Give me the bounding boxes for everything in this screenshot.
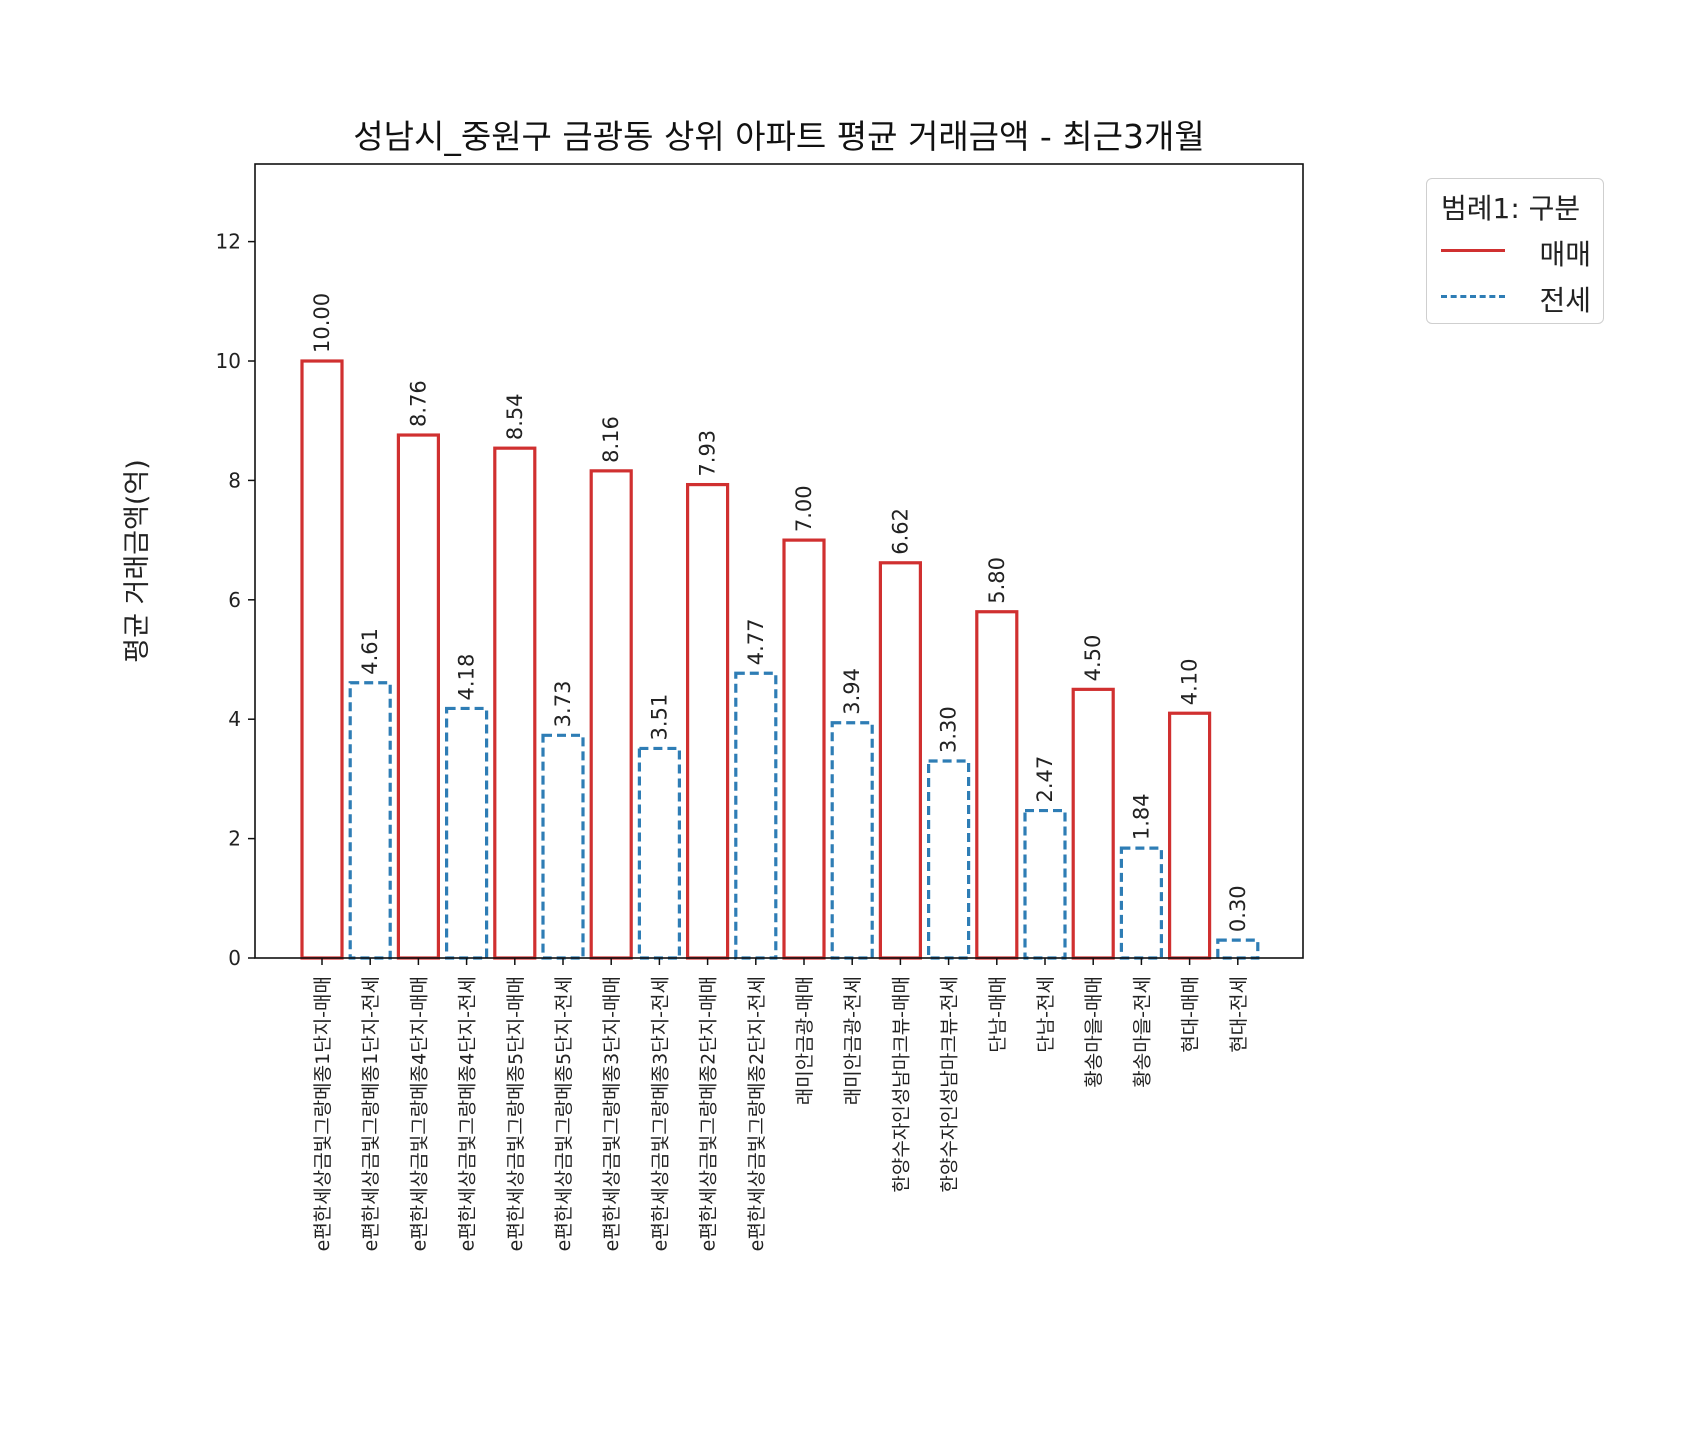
bar-value-label: 2.47 <box>1033 756 1057 803</box>
legend-title: 범례1: 구분 <box>1441 192 1581 225</box>
legend-entry-jeonse: 전세 <box>1441 277 1591 317</box>
y-tick-label: 10 <box>216 349 241 373</box>
bar-value-label: 10.00 <box>310 293 334 353</box>
bar-jeonse <box>830 721 874 960</box>
x-category-label: 래미안금광-매매 <box>794 976 816 1105</box>
y-tick-label: 2 <box>228 827 241 851</box>
bar-value-label: 8.76 <box>406 380 430 427</box>
bar-sale <box>1071 687 1115 960</box>
bar-value-label: 4.77 <box>744 618 768 665</box>
x-category-label: 황송마을-매매 <box>1083 976 1105 1088</box>
x-category-label: 래미안금광-전세 <box>842 976 864 1105</box>
bar-value-label: 5.80 <box>985 557 1009 604</box>
bar-sale <box>685 482 730 960</box>
bar-value-label: 8.16 <box>599 416 623 463</box>
plot-frame <box>254 163 1304 959</box>
bar-jeonse <box>734 671 778 960</box>
y-tick-label: 4 <box>228 707 241 731</box>
x-category-label: 한양수자인성남마크뷰-매매 <box>890 976 912 1193</box>
bar-sale <box>975 610 1019 960</box>
bar-value-label: 4.61 <box>358 628 382 675</box>
x-category-label: 단남-전세 <box>1035 976 1057 1053</box>
y-tick-label: 6 <box>228 588 241 612</box>
bar-value-label: 4.50 <box>1081 635 1105 682</box>
bar-value-label: 1.84 <box>1129 793 1153 840</box>
x-category-label: e편한세상금빛그랑메종3단지-전세 <box>649 976 671 1251</box>
x-category-label: 한양수자인성남마크뷰-전세 <box>939 976 961 1193</box>
x-category-label: e편한세상금빛그랑메종1단지-매매 <box>312 976 334 1251</box>
legend: 범례1: 구분 매매 전세 <box>1426 178 1604 324</box>
bar-sale <box>493 446 537 960</box>
bar-jeonse <box>1216 938 1260 960</box>
bar-value-label: 8.54 <box>503 393 527 440</box>
bar-sale <box>300 359 344 960</box>
x-category-label: e편한세상금빛그랑메종4단지-전세 <box>457 976 479 1251</box>
x-category-label: e편한세상금빛그랑메종1단지-전세 <box>360 976 382 1251</box>
bar-sale <box>878 561 923 960</box>
x-category-label: e편한세상금빛그랑메종2단지-매매 <box>698 976 720 1251</box>
bar-value-label: 3.51 <box>647 694 671 741</box>
x-category-label: e편한세상금빛그랑메종3단지-매매 <box>601 976 623 1251</box>
bar-sale <box>396 433 440 960</box>
y-axis-label: 평균 거래금액(억) <box>122 459 153 663</box>
bar-value-label: 7.00 <box>792 485 816 532</box>
bar-sale <box>782 538 826 960</box>
chart-title: 성남시_중원구 금광동 상위 아파트 평균 거래금액 - 최근3개월 <box>353 117 1204 156</box>
bar-value-label: 3.30 <box>937 706 961 753</box>
bar-sale <box>589 469 633 960</box>
bar-jeonse <box>445 706 489 960</box>
bar-value-label: 6.62 <box>888 508 912 555</box>
bar-value-label: 3.94 <box>840 668 864 715</box>
x-category-label: e편한세상금빛그랑메종5단지-매매 <box>505 976 527 1251</box>
x-category-label: 현대-전세 <box>1228 976 1250 1053</box>
bar-jeonse <box>1119 846 1164 960</box>
bar-value-label: 3.73 <box>551 681 575 728</box>
x-category-label: e편한세상금빛그랑메종2단지-전세 <box>746 976 768 1251</box>
x-category-label: e편한세상금빛그랑메종4단지-매매 <box>408 976 430 1251</box>
legend-label-sale: 매매 <box>1539 238 1591 271</box>
x-category-label: 황송마을-전세 <box>1131 976 1153 1088</box>
y-tick-label: 0 <box>228 946 241 970</box>
legend-swatch-jeonse <box>1441 295 1505 298</box>
x-category-label: e편한세상금빛그랑메종5단지-전세 <box>553 976 575 1251</box>
legend-swatch-sale <box>1441 249 1505 252</box>
x-axis: e편한세상금빛그랑메종1단지-매매 e편한세상금빛그랑메종1단지-전세 e편한세상금… <box>312 958 1250 1251</box>
bar-sale <box>1167 711 1212 960</box>
bars: 10.00 4.61 8.76 4.18 8.54 3.73 8.16 3.51 7.93 4.7… <box>300 293 1260 960</box>
x-category-label: 현대-매매 <box>1180 976 1202 1053</box>
y-axis: 0 2 4 6 8 10 12 <box>216 230 255 970</box>
bar-jeonse <box>637 746 682 960</box>
bar-value-label: 7.93 <box>696 430 720 477</box>
bar-value-label: 4.18 <box>455 654 479 701</box>
bar-jeonse <box>1023 808 1067 960</box>
legend-entry-sale: 매매 <box>1441 231 1591 271</box>
y-tick-label: 12 <box>216 230 241 254</box>
x-category-label: 단남-매매 <box>987 976 1009 1053</box>
bar-value-label: 4.10 <box>1178 658 1202 705</box>
bar-value-label: 0.30 <box>1226 885 1250 932</box>
bar-jeonse <box>348 681 392 960</box>
legend-label-jeonse: 전세 <box>1539 284 1591 317</box>
bar-jeonse <box>541 733 585 960</box>
bar-jeonse <box>926 759 971 960</box>
y-tick-label: 8 <box>228 468 241 492</box>
